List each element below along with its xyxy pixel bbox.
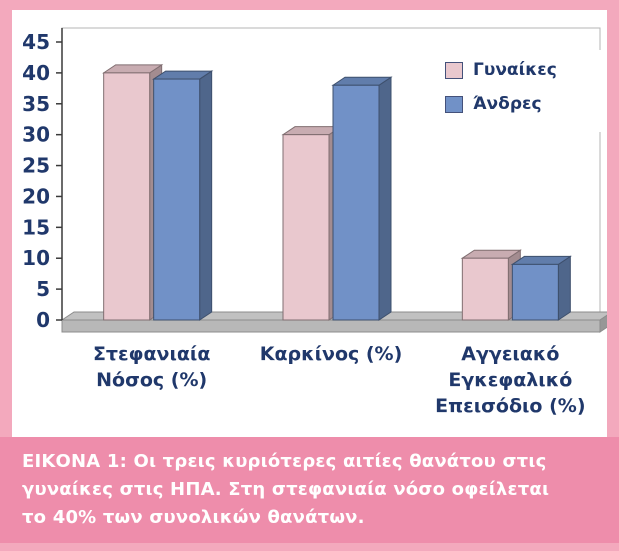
bar-0-0: [102, 63, 164, 321]
y-tick-label: 45: [22, 30, 50, 54]
legend-swatch-women: [445, 61, 463, 79]
caption-line-2: γυναίκες στις ΗΠΑ. Στη στεφανιαία νόσο ο…: [22, 479, 550, 500]
caption-line-1: ΕΙΚΟΝΑ 1: Οι τρεις κυριότερες αιτίες θαν…: [22, 451, 547, 472]
floor-side: [599, 314, 607, 333]
bar-0-1: [281, 125, 343, 321]
y-tick-label: 35: [22, 92, 50, 116]
floor-front: [61, 319, 601, 333]
y-tick-label: 15: [22, 215, 50, 239]
y-tick-label: 0: [36, 308, 50, 332]
chart-panel: 0 5 10 15 20 25 30 35 40 45 Στεφανιαία Νόσος (%) Καρ…: [12, 10, 607, 437]
bar-1-1: [331, 76, 393, 321]
y-tick-label: 30: [22, 123, 50, 147]
y-tick-label: 40: [22, 61, 50, 85]
legend-item-men: Άνδρες: [445, 94, 595, 114]
legend: Γυναίκες Άνδρες: [439, 50, 601, 132]
bar-0-2: [460, 249, 522, 321]
legend-label-women: Γυναίκες: [473, 60, 557, 80]
bar-1-2: [510, 255, 572, 321]
y-tick-label: 10: [22, 246, 50, 270]
caption-line-3: το 40% των συνολικών θανάτων.: [22, 507, 365, 528]
y-tick-label: 20: [22, 184, 50, 208]
category-label: Αγγειακό Εγκεφαλικό Επεισόδιο (%): [435, 343, 585, 417]
legend-item-women: Γυναίκες: [445, 60, 595, 80]
legend-label-men: Άνδρες: [473, 94, 542, 114]
category-label: Στεφανιαία Νόσος (%): [93, 343, 210, 391]
bar-chart: 0 5 10 15 20 25 30 35 40 45 Στεφανιαία Νόσος (%) Καρ…: [22, 27, 607, 417]
category-label: Καρκίνος (%): [260, 343, 403, 365]
figure-caption: ΕΙΚΟΝΑ 1: Οι τρεις κυριότερες αιτίες θαν…: [0, 437, 619, 543]
legend-swatch-men: [445, 95, 463, 113]
bar-1-0: [152, 70, 214, 321]
y-tick-label: 5: [36, 277, 50, 301]
y-tick-label: 25: [22, 154, 50, 178]
